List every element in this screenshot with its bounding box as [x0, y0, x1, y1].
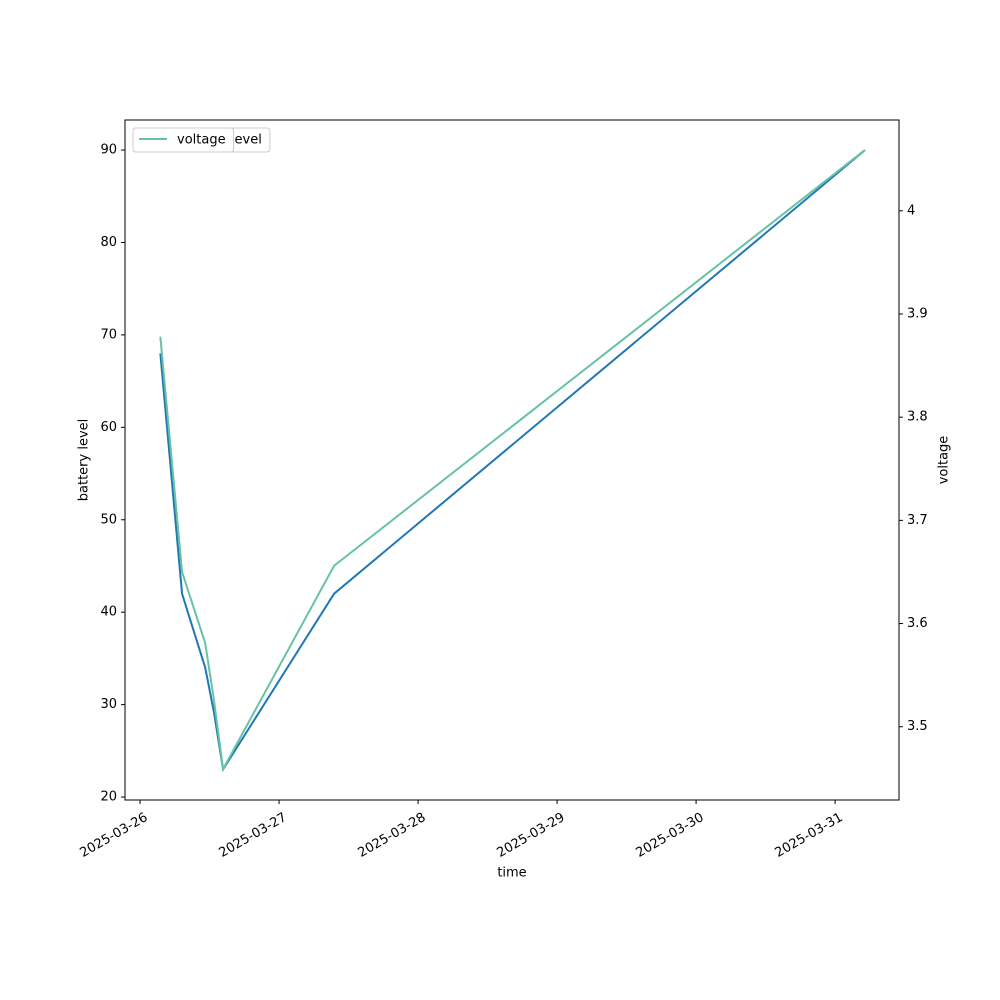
legend-label: voltage [177, 133, 226, 148]
y2-tick-label: 3.5 [907, 719, 928, 734]
plot-frame [124, 119, 900, 801]
y-tick-label: 60 [100, 420, 117, 435]
x-tick-label: 2025-03-29 [495, 810, 568, 861]
y2-tick-label: 4 [907, 203, 915, 218]
x-tick-label: 2025-03-26 [78, 810, 151, 861]
y-tick-label: 50 [100, 512, 117, 527]
x-axis-label: time [497, 866, 526, 881]
y2-tick-label: 3.7 [907, 513, 928, 528]
y2-tick-label: 3.8 [907, 410, 928, 425]
y-tick-label: 70 [100, 327, 117, 342]
line-series [159, 149, 866, 773]
y-tick-label: 20 [100, 790, 117, 805]
x-tick-label: 2025-03-31 [773, 810, 846, 861]
legend: voltage [132, 127, 235, 153]
line-series [159, 149, 866, 773]
y2-tick-label: 3.9 [907, 306, 928, 321]
x-tick-label: 2025-03-27 [217, 810, 290, 861]
y2-axis-label: voltage [937, 436, 952, 485]
y-tick-label: 80 [100, 235, 117, 250]
y2-tick-label: 3.6 [907, 616, 928, 631]
x-tick-label: 2025-03-28 [356, 810, 429, 861]
x-tick-label: 2025-03-30 [634, 810, 707, 861]
legend-box [132, 127, 235, 153]
y-axis-label: battery level [77, 419, 92, 502]
y-tick-label: 30 [100, 697, 117, 712]
y-tick-label: 40 [100, 605, 117, 620]
y-tick-label: 90 [100, 143, 117, 158]
